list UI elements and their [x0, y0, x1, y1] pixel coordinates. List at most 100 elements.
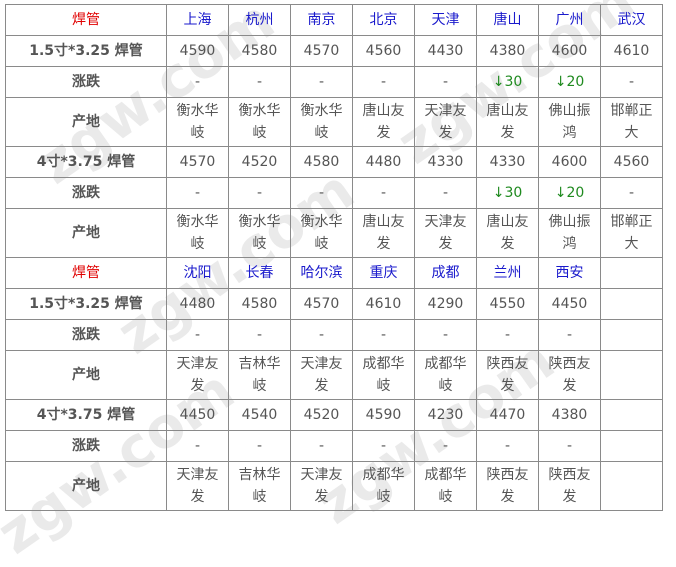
- price-cell: 4570: [290, 35, 353, 67]
- change-cell: -: [166, 66, 229, 98]
- origin-cell: 天津友发: [290, 350, 353, 400]
- change-cell: -: [166, 177, 229, 209]
- change-cell: -: [290, 430, 353, 462]
- change-cell: -: [414, 66, 477, 98]
- section-title: 焊管: [5, 257, 167, 289]
- city-header: [600, 257, 663, 289]
- price-cell: 4450: [538, 288, 601, 320]
- city-header: 唐山: [476, 4, 539, 36]
- change-label: 涨跌: [5, 177, 167, 209]
- price-cell: 4290: [414, 288, 477, 320]
- change-cell: -: [414, 177, 477, 209]
- city-header: 兰州: [476, 257, 539, 289]
- price-cell: [600, 288, 663, 320]
- change-cell: -: [166, 319, 229, 351]
- change-label: 涨跌: [5, 319, 167, 351]
- price-cell: 4580: [228, 35, 291, 67]
- price-cell: 4590: [166, 35, 229, 67]
- price-cell: 4480: [166, 288, 229, 320]
- origin-cell: 佛山振鸿: [538, 97, 601, 147]
- price-cell: 4580: [228, 288, 291, 320]
- change-cell: ↓20: [538, 66, 601, 98]
- price-cell: 4610: [600, 35, 663, 67]
- origin-cell: 陕西友发: [538, 461, 601, 511]
- change-cell: [600, 430, 663, 462]
- city-header: 哈尔滨: [290, 257, 353, 289]
- origin-cell: 陕西友发: [538, 350, 601, 400]
- origin-cell: 陕西友发: [476, 350, 539, 400]
- origin-cell: 吉林华岐: [228, 461, 291, 511]
- price-cell: 4610: [352, 288, 415, 320]
- price-cell: 4570: [290, 288, 353, 320]
- change-cell: [600, 319, 663, 351]
- change-cell: -: [290, 66, 353, 98]
- origin-cell: 邯郸正大: [600, 208, 663, 258]
- price-cell: 4550: [476, 288, 539, 320]
- city-header: 沈阳: [166, 257, 229, 289]
- city-header: 重庆: [352, 257, 415, 289]
- change-row: 涨跌 - - - - - ↓30 ↓20-: [5, 177, 663, 209]
- change-cell: -: [352, 319, 415, 351]
- origin-cell: 陕西友发: [476, 461, 539, 511]
- origin-cell: 吉林华岐: [228, 350, 291, 400]
- change-row: 涨跌 - - - - - - -: [5, 319, 663, 351]
- change-cell: -: [414, 430, 477, 462]
- price-cell: [600, 399, 663, 431]
- city-header: 成都: [414, 257, 477, 289]
- city-header: 西安: [538, 257, 601, 289]
- city-header: 长春: [228, 257, 291, 289]
- change-cell: ↓30: [476, 177, 539, 209]
- price-row: 1.5寸*3.25 焊管 4590 4580 4570 4560 4430 4380 4600…: [5, 35, 663, 67]
- origin-cell: 衡水华岐: [228, 97, 291, 147]
- change-row: 涨跌 - - - - - - -: [5, 430, 663, 462]
- price-row: 4寸*3.75 焊管 4570 4520 4580 4480 4330 4330 4600 45…: [5, 146, 663, 178]
- origin-cell: 唐山友发: [352, 208, 415, 258]
- origin-row: 产地 天津友发 吉林华岐 天津友发 成都华岐 成都华岐 陕西友发 陕西友发: [5, 461, 663, 511]
- origin-row: 产地 衡水华岐 衡水华岐 衡水华岐 唐山友发 天津友发 唐山友发 佛山振鸿 邯郸正大: [5, 97, 663, 147]
- origin-cell: 衡水华岐: [290, 208, 353, 258]
- city-header: 武汉: [600, 4, 663, 36]
- price-cell: 4430: [414, 35, 477, 67]
- city-header: 北京: [352, 4, 415, 36]
- origin-cell: 唐山友发: [476, 208, 539, 258]
- product-label: 1.5寸*3.25 焊管: [5, 288, 167, 320]
- change-cell: -: [600, 177, 663, 209]
- origin-label: 产地: [5, 208, 167, 258]
- price-cell: 4230: [414, 399, 477, 431]
- price-cell: 4560: [600, 146, 663, 178]
- price-table: 焊管 上海 杭州 南京 北京 天津 唐山 广州 武汉 1.5寸*3.25 焊管 4590 4580 45…: [5, 4, 663, 511]
- change-cell: -: [228, 319, 291, 351]
- price-cell: 4520: [228, 146, 291, 178]
- origin-cell: 成都华岐: [414, 350, 477, 400]
- origin-cell: [600, 350, 663, 400]
- change-cell: -: [352, 66, 415, 98]
- origin-cell: 天津友发: [414, 97, 477, 147]
- product-label: 1.5寸*3.25 焊管: [5, 35, 167, 67]
- origin-cell: 唐山友发: [352, 97, 415, 147]
- origin-cell: [600, 461, 663, 511]
- price-row: 4寸*3.75 焊管 4450 4540 4520 4590 4230 4470 4380: [5, 399, 663, 431]
- header-row: 焊管 上海 杭州 南京 北京 天津 唐山 广州 武汉: [5, 4, 663, 36]
- origin-cell: 天津友发: [290, 461, 353, 511]
- change-cell: -: [352, 430, 415, 462]
- origin-cell: 衡水华岐: [166, 97, 229, 147]
- origin-row: 产地 衡水华岐 衡水华岐 衡水华岐 唐山友发 天津友发 唐山友发 佛山振鸿 邯郸正大: [5, 208, 663, 258]
- price-cell: 4590: [352, 399, 415, 431]
- change-cell: -: [290, 177, 353, 209]
- change-cell: -: [414, 319, 477, 351]
- price-cell: 4540: [228, 399, 291, 431]
- origin-cell: 天津友发: [166, 461, 229, 511]
- origin-cell: 成都华岐: [352, 350, 415, 400]
- origin-cell: 成都华岐: [414, 461, 477, 511]
- origin-cell: 衡水华岐: [166, 208, 229, 258]
- origin-cell: 佛山振鸿: [538, 208, 601, 258]
- product-label: 4寸*3.75 焊管: [5, 146, 167, 178]
- price-cell: 4450: [166, 399, 229, 431]
- city-header: 广州: [538, 4, 601, 36]
- origin-cell: 衡水华岐: [228, 208, 291, 258]
- change-cell: -: [352, 177, 415, 209]
- city-header: 天津: [414, 4, 477, 36]
- city-header: 杭州: [228, 4, 291, 36]
- change-cell: -: [228, 66, 291, 98]
- change-label: 涨跌: [5, 66, 167, 98]
